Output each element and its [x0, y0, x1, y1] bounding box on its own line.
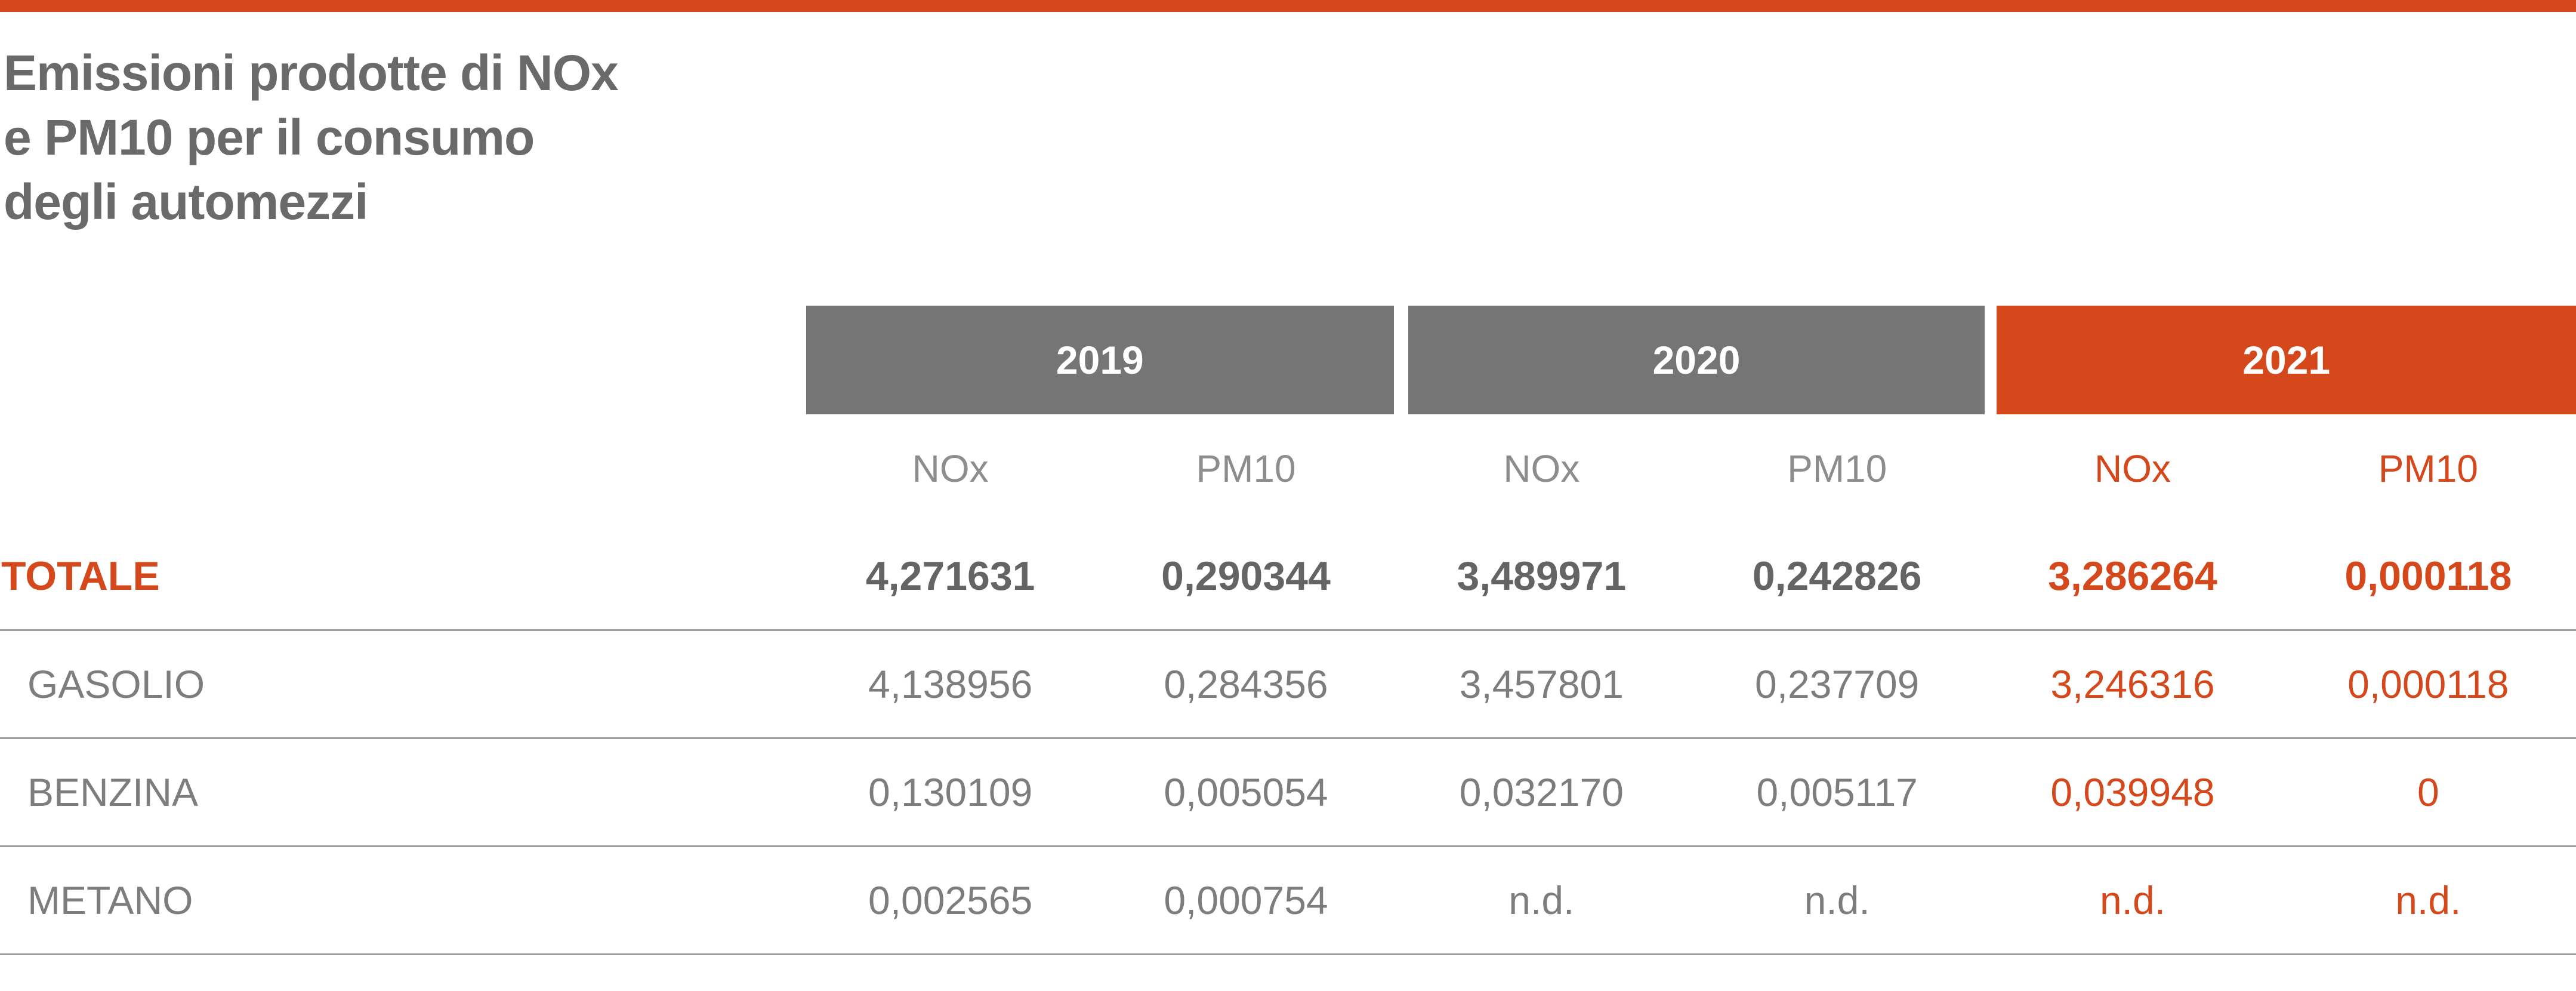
year-header-2019: 2019 [806, 306, 1394, 414]
page-title-line-3: degli automezzi [4, 174, 368, 230]
column-header-nox-2019: NOx [912, 447, 989, 490]
cell-benzina-nox-2019: 0,130109 [868, 770, 1033, 814]
cell-metano-pm10-2021: n.d. [2395, 878, 2461, 922]
year-header-row: 2019 2020 2021 [0, 306, 2576, 414]
year-header-2021: 2021 [1997, 306, 2576, 414]
cell-totale-nox-2021: 3,286264 [2048, 553, 2217, 599]
cell-benzina-pm10-2019: 0,005054 [1164, 770, 1328, 814]
row-label-gasolio: GASOLIO [27, 662, 205, 706]
cell-totale-pm10-2020: 0,242826 [1752, 553, 1922, 599]
cell-benzina-nox-2020: 0,032170 [1459, 770, 1624, 814]
cell-totale-pm10-2021: 0,000118 [2344, 553, 2512, 599]
cell-gasolio-pm10-2019: 0,284356 [1164, 662, 1328, 706]
column-header-pm10-2020: PM10 [1787, 447, 1887, 490]
cell-gasolio-nox-2020: 3,457801 [1459, 662, 1624, 706]
column-header-nox-2020: NOx [1503, 447, 1580, 490]
cell-gasolio-pm10-2020: 0,237709 [1755, 662, 1920, 706]
year-header-2020: 2020 [1408, 306, 1985, 414]
cell-metano-pm10-2019: 0,000754 [1164, 878, 1328, 922]
column-header-pm10-2021: PM10 [2378, 447, 2478, 490]
column-header-pm10-2019: PM10 [1196, 447, 1296, 490]
row-label-totale: TOTALE [1, 553, 160, 599]
column-header-nox-2021: NOx [2094, 447, 2171, 490]
cell-totale-nox-2020: 3,489971 [1457, 553, 1627, 599]
table-row-metano: METANO 0,002565 0,000754 n.d. n.d. n.d. … [0, 847, 2576, 955]
emissions-table: 2019 2020 2021 NOx PM10 NOx PM10 NOx PM1… [0, 306, 2576, 955]
pollutant-header-row: NOx PM10 NOx PM10 NOx PM10 [0, 414, 2576, 523]
row-label-metano: METANO [27, 878, 193, 922]
cell-benzina-pm10-2021: 0 [2417, 770, 2439, 814]
cell-metano-nox-2019: 0,002565 [868, 878, 1033, 922]
cell-gasolio-nox-2021: 3,246316 [2050, 662, 2215, 706]
cell-metano-pm10-2020: n.d. [1804, 878, 1870, 922]
cell-metano-nox-2020: n.d. [1508, 878, 1575, 922]
cell-benzina-pm10-2020: 0,005117 [1756, 770, 1918, 814]
page-title-line-2: e PM10 per il consumo [4, 109, 535, 165]
page-title: Emissioni prodotte di NOx e PM10 per il … [4, 41, 619, 234]
table-row-benzina: BENZINA 0,130109 0,005054 0,032170 0,005… [0, 739, 2576, 847]
top-accent-bar [0, 0, 2576, 12]
cell-metano-nox-2021: n.d. [2099, 878, 2166, 922]
table-row-gasolio: GASOLIO 4,138956 0,284356 3,457801 0,237… [0, 631, 2576, 739]
cell-totale-nox-2019: 4,271631 [865, 553, 1035, 599]
table-row-totale: TOTALE 4,271631 0,290344 3,489971 0,2428… [0, 523, 2576, 631]
row-label-benzina: BENZINA [27, 770, 199, 814]
page-title-line-1: Emissioni prodotte di NOx [4, 45, 619, 101]
cell-gasolio-pm10-2021: 0,000118 [2347, 662, 2509, 706]
cell-benzina-nox-2021: 0,039948 [2050, 770, 2215, 814]
cell-totale-pm10-2019: 0,290344 [1161, 553, 1331, 599]
cell-gasolio-nox-2019: 4,138956 [868, 662, 1033, 706]
